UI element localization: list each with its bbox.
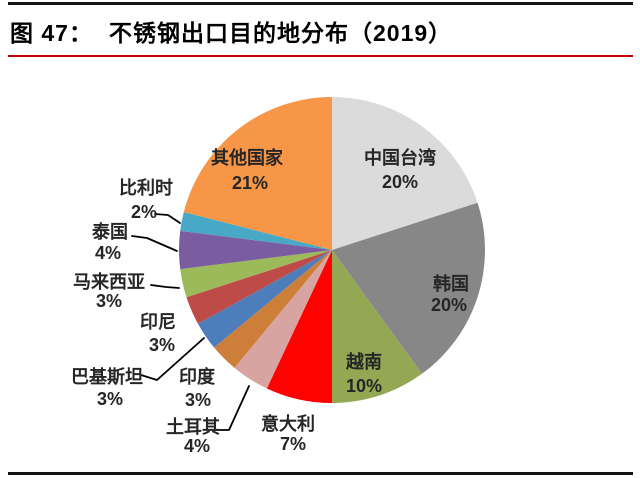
- leader-line-土耳其: [214, 385, 250, 431]
- slice-label-意大利: 意大利: [261, 413, 315, 434]
- pie-slice-越南: [332, 250, 422, 403]
- slice-pct-泰国: 4%: [95, 243, 121, 263]
- slice-label-其他国家: 其他国家: [211, 147, 284, 168]
- slice-label-土耳其: 土耳其: [166, 417, 220, 437]
- bottom-rule: [8, 472, 633, 475]
- pie-slice-土耳其: [234, 250, 332, 389]
- figure-number: 图 47：: [10, 20, 93, 46]
- slice-label-马来西亚: 马来西亚: [73, 272, 145, 292]
- leader-line-比利时: [154, 213, 181, 224]
- slice-pct-巴基斯坦: 3%: [97, 389, 123, 409]
- slice-pct-越南: 10%: [346, 376, 382, 396]
- slice-label-越南: 越南: [345, 351, 382, 372]
- slice-pct-中国台湾: 20%: [382, 172, 418, 192]
- pie-slice-印尼: [186, 250, 332, 324]
- pie-slice-韩国: [332, 202, 485, 374]
- pie-slice-泰国: [179, 230, 332, 270]
- figure-title: 不锈钢出口目的地分布（2019）: [108, 20, 453, 46]
- pie-slice-中国台湾: [332, 97, 478, 250]
- slice-label-中国台湾: 中国台湾: [364, 147, 436, 168]
- title-underline-rule: [8, 55, 633, 57]
- slice-label-巴基斯坦: 巴基斯坦: [71, 366, 143, 387]
- pie-slice-意大利: [266, 250, 332, 403]
- leader-line-泰国: [131, 235, 178, 252]
- pie-chart: 中国台湾20%韩国20%越南10%意大利7%土耳其4%印度3%巴基斯坦3%印尼3…: [71, 97, 485, 456]
- slice-pct-意大利: 7%: [280, 434, 306, 454]
- slice-pct-比利时: 2%: [131, 202, 157, 222]
- leader-line-马来西亚: [150, 284, 180, 289]
- slice-pct-马来西亚: 3%: [96, 291, 122, 311]
- slice-pct-韩国: 20%: [431, 295, 467, 315]
- top-rule: [8, 2, 633, 5]
- slice-label-比利时: 比利时: [119, 177, 173, 198]
- figure-title-row: 图 47： 不锈钢出口目的地分布（2019）: [10, 11, 452, 51]
- slice-pct-印度: 3%: [185, 390, 211, 410]
- slice-label-印度: 印度: [179, 366, 216, 387]
- pie-slice-其他国家: [183, 97, 332, 250]
- pie-slice-巴基斯坦: [197, 250, 332, 348]
- pie-slice-马来西亚: [180, 250, 332, 298]
- slice-label-泰国: 泰国: [91, 221, 128, 242]
- slice-label-印尼: 印尼: [140, 312, 176, 332]
- slice-label-韩国: 韩国: [433, 273, 469, 294]
- leader-line-巴基斯坦: [140, 337, 205, 381]
- slice-pct-其他国家: 21%: [232, 173, 268, 193]
- pie-slice-比利时: [180, 211, 332, 250]
- slice-pct-印尼: 3%: [149, 335, 175, 355]
- slice-pct-土耳其: 4%: [184, 436, 210, 456]
- pie-slice-印度: [214, 250, 332, 368]
